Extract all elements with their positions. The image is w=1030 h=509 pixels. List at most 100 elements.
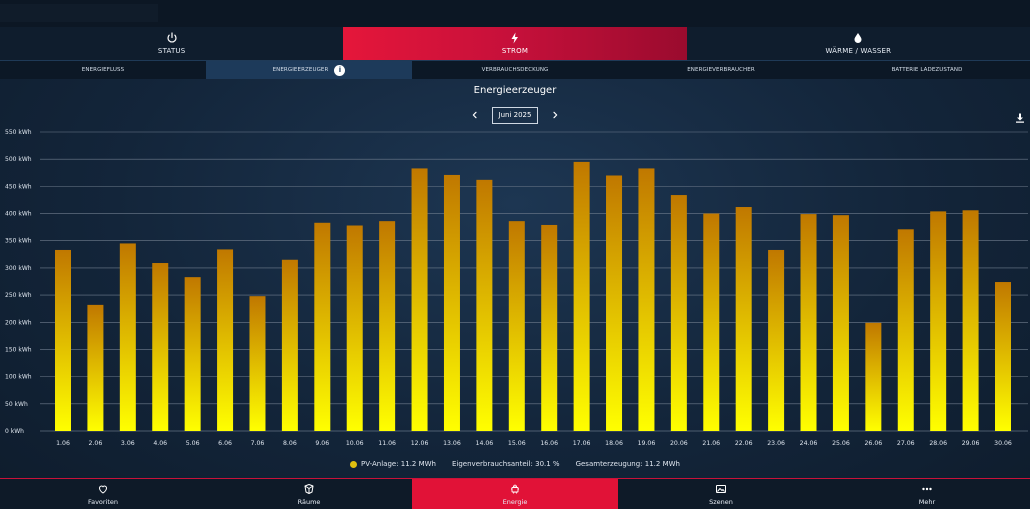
bar-8.06[interactable] (281, 259, 298, 431)
chart-title: Energieerzeuger (473, 85, 557, 96)
x-tick-label: 11.06 (378, 440, 396, 447)
bar-28.06[interactable] (930, 211, 947, 431)
x-tick-label: 7.06 (251, 440, 265, 447)
y-tick-label: 200 kWh (5, 319, 32, 326)
date-navigation: Juni 2025 (0, 106, 1030, 124)
top-bar-placeholder (0, 4, 158, 22)
info-icon[interactable]: i (334, 64, 346, 76)
bar-22.06[interactable] (735, 207, 752, 431)
bar-17.06[interactable] (573, 161, 590, 431)
tab-strom[interactable]: STROM (343, 27, 687, 60)
main-tabs: STATUS STROM WÄRME / WASSER (0, 27, 1030, 60)
y-tick-label: 250 kWh (5, 292, 32, 299)
previous-month-button[interactable] (464, 106, 486, 124)
tab-status-label: STATUS (157, 47, 186, 55)
bar-14.06[interactable] (476, 179, 493, 431)
subtab-energiefluss[interactable]: ENERGIEFLUSS (0, 61, 206, 79)
x-tick-label: 30.06 (994, 440, 1012, 447)
bar-27.06[interactable] (897, 229, 914, 431)
bar-26.06[interactable] (865, 322, 882, 431)
scenes-icon (716, 484, 726, 493)
bar-3.06[interactable] (119, 243, 136, 431)
bar-2.06[interactable] (87, 304, 104, 431)
bar-1.06[interactable] (55, 249, 71, 431)
subtab-label: VERBRAUCHSDECKUNG (481, 67, 549, 73)
bar-5.06[interactable] (184, 277, 201, 431)
legend-total-label: Gesamterzeugung: 11.2 MWh (575, 460, 680, 468)
y-tick-label: 300 kWh (5, 265, 32, 272)
tab-waerme-wasser[interactable]: WÄRME / WASSER (687, 27, 1030, 60)
x-tick-label: 8.06 (283, 440, 297, 447)
subtab-batterie-ladezustand[interactable]: BATTERIE LADEZUSTAND (824, 61, 1030, 79)
x-tick-label: 2.06 (89, 440, 103, 447)
nav-szenen[interactable]: Szenen (618, 479, 824, 509)
bar-15.06[interactable] (508, 221, 525, 431)
bar-7.06[interactable] (249, 296, 266, 431)
chevron-right-icon (553, 111, 558, 119)
next-month-button[interactable] (544, 106, 566, 124)
bar-11.06[interactable] (379, 221, 396, 431)
bottom-navigation: Favoriten Räume Energie Szenen Mehr (0, 478, 1030, 509)
bar-20.06[interactable] (670, 195, 687, 431)
legend-pv[interactable]: PV-Anlage: 11.2 MWh (350, 460, 436, 468)
x-tick-label: 28.06 (929, 440, 947, 447)
x-tick-label: 22.06 (735, 440, 753, 447)
x-tick-label: 14.06 (476, 440, 494, 447)
legend-total: Gesamterzeugung: 11.2 MWh (576, 460, 680, 468)
bar-25.06[interactable] (832, 215, 849, 431)
x-tick-label: 21.06 (702, 440, 720, 447)
x-tick-label: 23.06 (767, 440, 785, 447)
subtab-label: ENERGIEVERBRAUCHER (687, 67, 755, 73)
more-icon (922, 487, 932, 490)
nav-label: Favoriten (87, 497, 119, 506)
bar-4.06[interactable] (152, 263, 169, 431)
subtab-label: ENERGIEERZEUGER (272, 67, 329, 73)
x-tick-label: 18.06 (605, 440, 623, 447)
nav-favoriten[interactable]: Favoriten (0, 479, 206, 509)
rooms-icon (304, 483, 314, 494)
bar-13.06[interactable] (443, 174, 460, 431)
nav-energie[interactable]: Energie (412, 479, 618, 509)
chevron-left-icon (472, 111, 477, 119)
x-tick-label: 15.06 (508, 440, 526, 447)
y-tick-label: 500 kWh (5, 156, 32, 163)
bar-16.06[interactable] (541, 224, 558, 431)
bar-9.06[interactable] (314, 222, 331, 431)
sub-tabs: ENERGIEFLUSS ENERGIEERZEUGER i VERBRAUCHS… (0, 60, 1030, 79)
bar-24.06[interactable] (800, 214, 817, 431)
heart-icon (98, 485, 108, 494)
bar-30.06[interactable] (995, 282, 1011, 431)
x-tick-label: 27.06 (897, 440, 915, 447)
x-tick-label: 20.06 (670, 440, 688, 447)
y-tick-label: 0 kWh (5, 428, 24, 435)
legend-self-use-label: Eigenverbrauchsanteil: 30.1 % (452, 460, 560, 468)
bar-6.06[interactable] (217, 249, 234, 431)
bar-12.06[interactable] (411, 168, 428, 431)
nav-mehr[interactable]: Mehr (824, 479, 1030, 509)
bolt-icon (511, 32, 518, 44)
tab-status[interactable]: STATUS (0, 27, 343, 60)
subtab-verbrauchsdeckung[interactable]: VERBRAUCHSDECKUNG (412, 61, 618, 79)
subtab-energieerzeuger[interactable]: ENERGIEERZEUGER i (206, 61, 412, 79)
nav-raeume[interactable]: Räume (206, 479, 412, 509)
subtab-label: ENERGIEFLUSS (81, 67, 125, 73)
bar-23.06[interactable] (768, 249, 785, 431)
power-icon (167, 32, 177, 43)
x-tick-label: 4.06 (153, 440, 167, 447)
x-tick-label: 3.06 (121, 440, 135, 447)
x-tick-label: 6.06 (218, 440, 232, 447)
download-button[interactable] (1014, 109, 1026, 123)
bar-19.06[interactable] (638, 168, 655, 431)
x-tick-label: 9.06 (315, 440, 329, 447)
subtab-energieverbraucher[interactable]: ENERGIEVERBRAUCHER (618, 61, 824, 79)
bar-21.06[interactable] (703, 213, 720, 431)
bar-10.06[interactable] (346, 225, 363, 431)
x-tick-label: 5.06 (186, 440, 200, 447)
drop-icon (854, 33, 862, 43)
nav-label: Szenen (709, 497, 733, 506)
bar-29.06[interactable] (962, 210, 979, 431)
legend-self-use: Eigenverbrauchsanteil: 30.1 % (452, 460, 560, 468)
month-selector[interactable]: Juni 2025 (491, 106, 539, 124)
bar-18.06[interactable] (606, 175, 623, 431)
download-icon (1016, 113, 1024, 123)
